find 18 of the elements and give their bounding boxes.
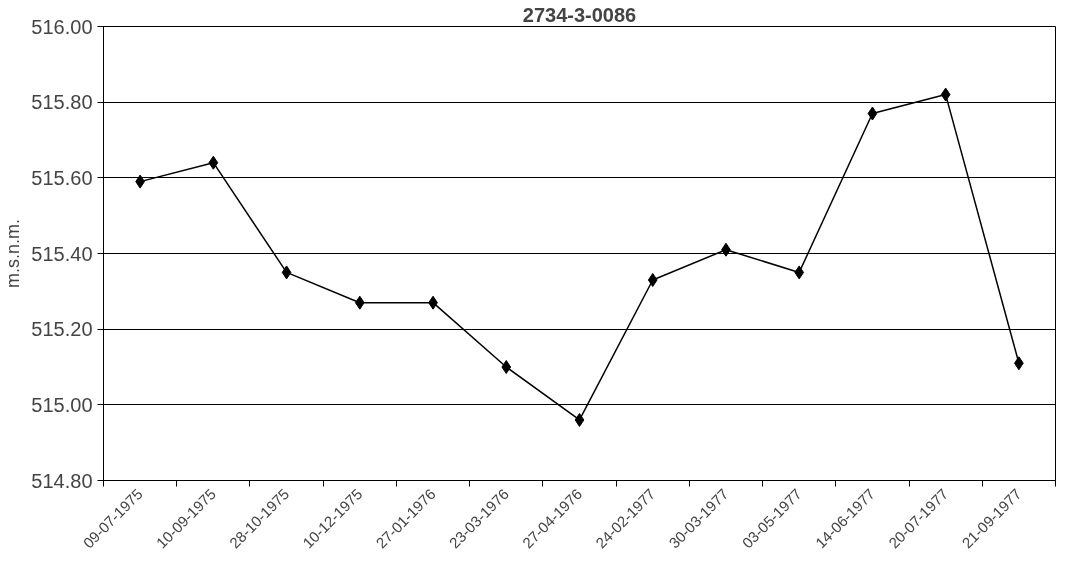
point bbox=[281, 265, 292, 280]
y-tick-label: 515.20 bbox=[31, 318, 93, 341]
y-tick-label: 515.80 bbox=[31, 91, 93, 114]
point bbox=[354, 295, 365, 310]
point bbox=[940, 87, 951, 102]
y-axis-title: m.s.n.m. bbox=[3, 218, 24, 288]
y-tick-label: 515.00 bbox=[31, 393, 93, 416]
y-tick-label: 515.60 bbox=[31, 166, 93, 189]
point bbox=[794, 265, 805, 280]
chart-title: 2734-3-0086 bbox=[522, 3, 637, 26]
y-tick-label: 514.80 bbox=[31, 469, 93, 492]
y-tick-label: 516.00 bbox=[31, 15, 93, 38]
point bbox=[867, 106, 878, 121]
point bbox=[208, 155, 219, 170]
point bbox=[574, 412, 585, 427]
y-tick-label: 515.40 bbox=[31, 242, 93, 265]
point bbox=[501, 360, 512, 374]
point bbox=[647, 272, 658, 287]
